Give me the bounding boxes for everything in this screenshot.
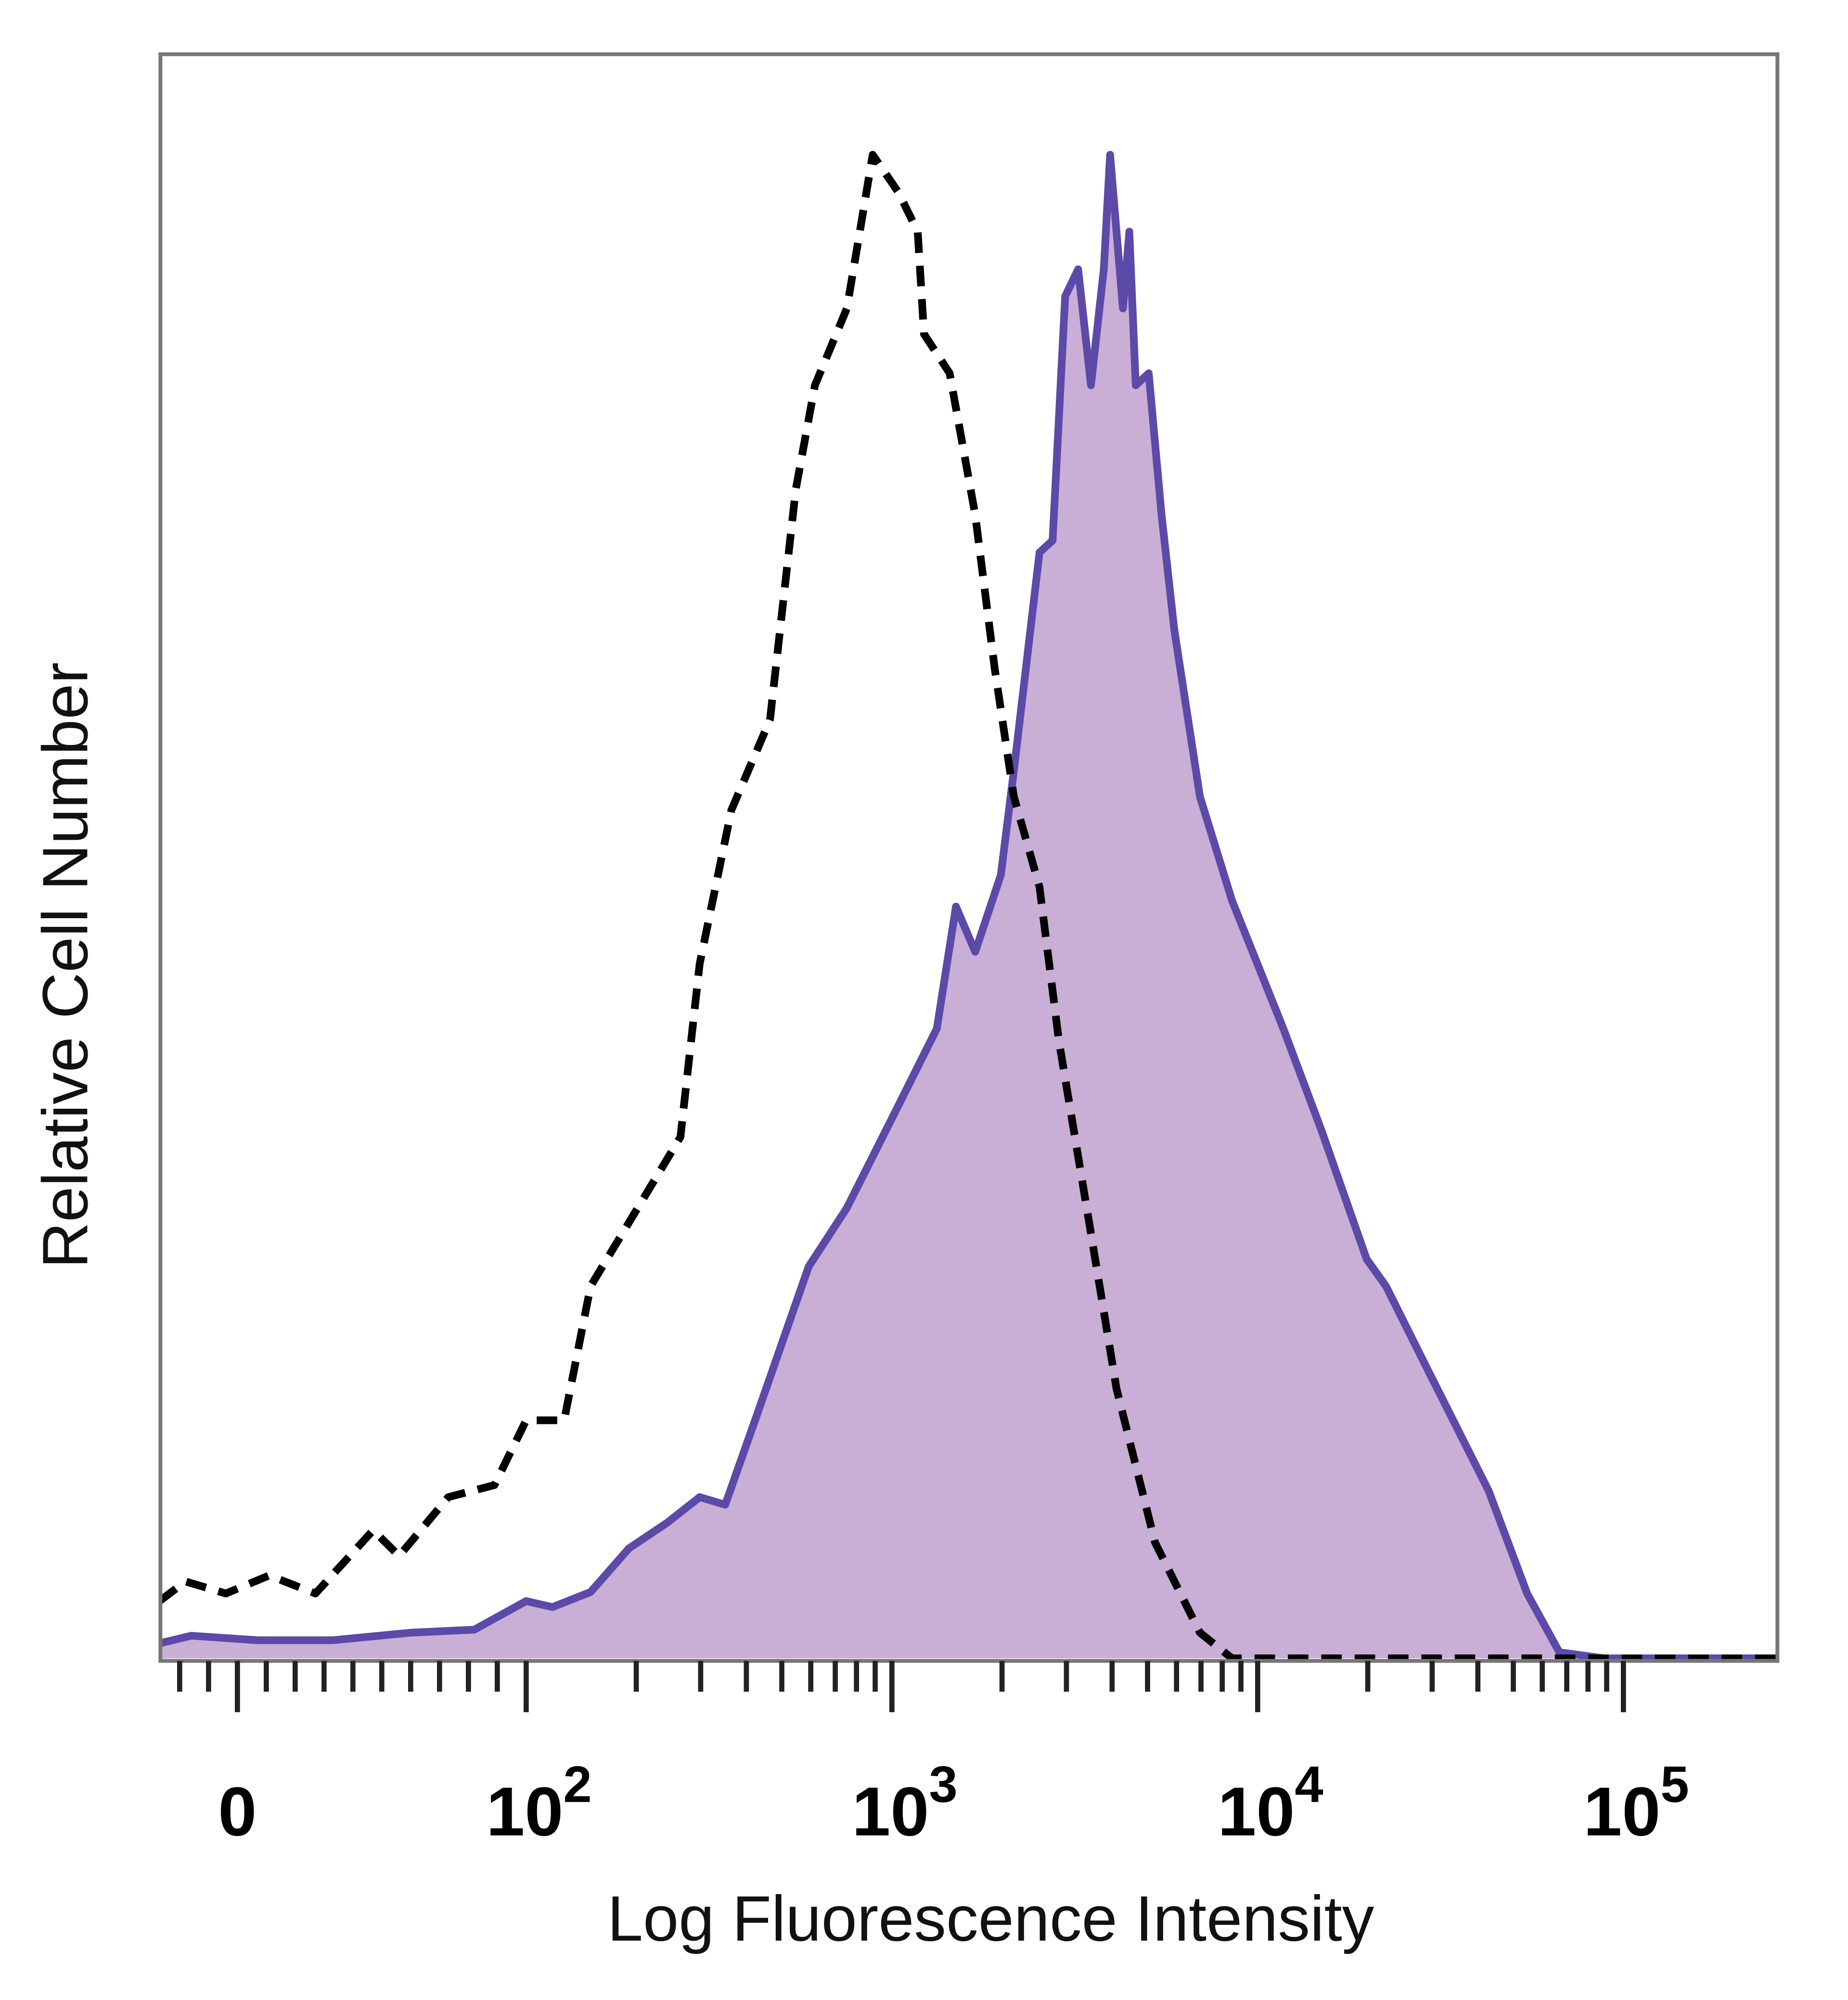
plot-frame bbox=[158, 52, 1780, 1663]
x-axis-tick-labels: 0 102 103 104 105 bbox=[218, 1756, 1689, 1850]
stained-histogram-fill bbox=[160, 154, 1778, 1658]
x-tick-label: 104 bbox=[1218, 1756, 1323, 1850]
x-axis-title: Log Fluorescence Intensity bbox=[607, 1883, 1374, 1955]
x-tick-label: 102 bbox=[486, 1756, 592, 1850]
y-axis-title: Relative Cell Number bbox=[29, 662, 101, 1269]
x-axis-ticks bbox=[177, 1661, 1626, 1712]
x-tick-label: 103 bbox=[852, 1756, 958, 1850]
plot-area bbox=[160, 151, 1778, 1661]
x-tick-label: 105 bbox=[1583, 1756, 1689, 1850]
stained-histogram-line bbox=[160, 151, 1778, 1661]
x-tick-label: 0 bbox=[218, 1773, 257, 1850]
control-histogram-dashed-line bbox=[160, 151, 1778, 1661]
